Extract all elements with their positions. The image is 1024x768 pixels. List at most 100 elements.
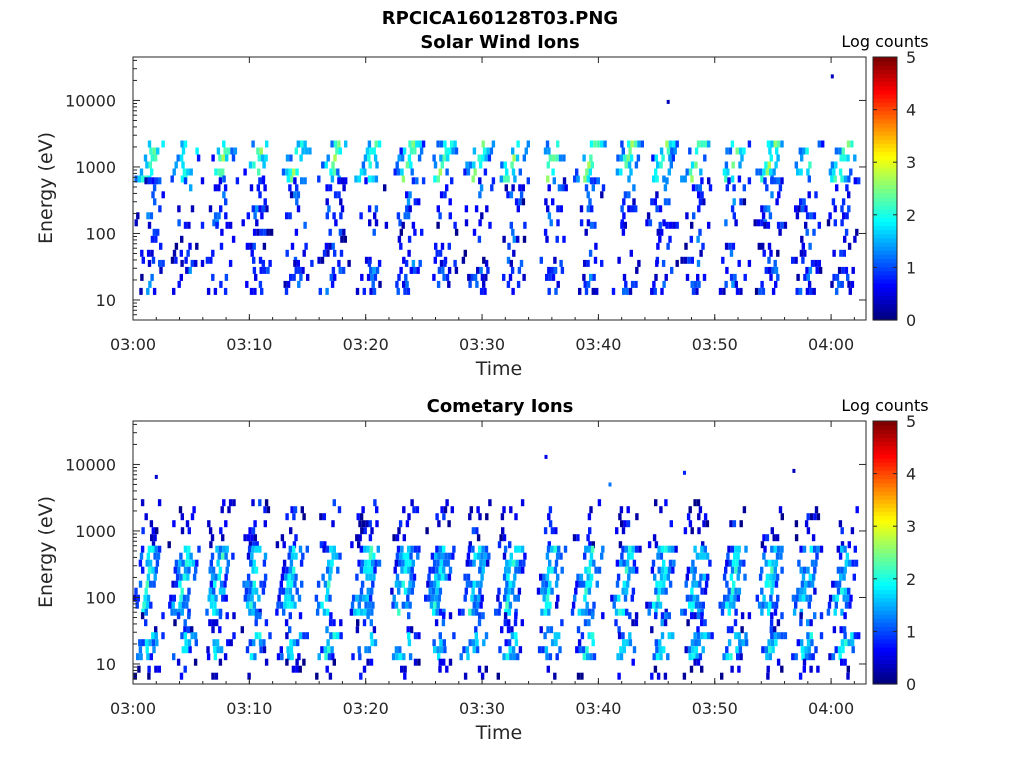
spectrogram-cell bbox=[522, 154, 526, 162]
spectrogram-cell bbox=[688, 147, 692, 155]
spectrogram-cell bbox=[427, 573, 431, 581]
spectrogram-cell bbox=[401, 580, 405, 588]
spectrogram-cell bbox=[658, 601, 663, 609]
colorbar-tick-label: 5 bbox=[906, 412, 916, 431]
spectrogram-cell bbox=[573, 175, 577, 183]
spectrogram-cell bbox=[329, 632, 333, 640]
spectrogram-cell bbox=[667, 632, 671, 640]
spectrogram-cell bbox=[463, 168, 467, 176]
spectrogram-cell bbox=[811, 534, 816, 542]
spectrogram-cell bbox=[432, 273, 436, 281]
spectrogram-cell bbox=[484, 545, 489, 553]
spectrogram-cell bbox=[436, 646, 440, 654]
spectrogram-cell bbox=[269, 228, 274, 236]
spectrogram-cell bbox=[814, 646, 818, 654]
spectrogram-cell bbox=[409, 626, 414, 634]
spectrogram-cell bbox=[411, 177, 416, 185]
spectrogram-cell bbox=[694, 646, 699, 654]
spectrogram-cell bbox=[391, 653, 396, 661]
spectrogram-cell bbox=[218, 566, 223, 574]
spectrogram-cell bbox=[780, 221, 784, 229]
spectrogram-cell bbox=[459, 653, 463, 661]
spectrogram-cell bbox=[655, 653, 660, 661]
spectrogram-cell bbox=[478, 191, 482, 199]
spectrogram-cell bbox=[506, 280, 511, 288]
spectrogram-cell bbox=[632, 184, 636, 192]
spectrogram-cell bbox=[583, 175, 587, 183]
spectrogram-cell bbox=[480, 672, 485, 680]
spectrogram-cell bbox=[700, 665, 704, 673]
spectrogram-cell bbox=[416, 552, 420, 560]
spectrogram-cell bbox=[189, 184, 193, 192]
spectrogram-cell bbox=[408, 191, 412, 199]
spectrogram-cell bbox=[603, 140, 607, 148]
spectrogram-cell bbox=[835, 287, 839, 295]
spectrogram-cell bbox=[596, 140, 600, 148]
spectrogram-cell bbox=[508, 646, 512, 654]
spectrogram-cell bbox=[211, 154, 215, 162]
spectrogram-cell bbox=[588, 168, 592, 176]
spectrogram-cell bbox=[847, 191, 851, 199]
spectrogram-cell bbox=[696, 140, 701, 148]
spectrogram-cell bbox=[208, 205, 213, 213]
spectrogram-cell bbox=[180, 608, 184, 616]
spectrogram-cell bbox=[504, 639, 508, 647]
spectrogram-cell bbox=[435, 587, 439, 595]
spectrogram-cell bbox=[770, 632, 774, 640]
spectrogram-cell bbox=[545, 273, 549, 281]
spectrogram-cell bbox=[595, 580, 599, 588]
spectrogram-cell bbox=[804, 221, 808, 229]
spectrogram-cell bbox=[698, 228, 702, 236]
spectrogram-cell bbox=[809, 619, 813, 627]
spectrogram-cell bbox=[576, 672, 581, 680]
spectrogram-cell bbox=[627, 573, 631, 581]
spectrogram-cell bbox=[438, 249, 443, 257]
spectrogram-cell bbox=[844, 266, 849, 274]
spectrogram-cell bbox=[153, 573, 157, 581]
spectrogram-cell bbox=[161, 140, 165, 148]
spectrogram-cell bbox=[799, 612, 803, 620]
spectrogram-cell bbox=[844, 601, 849, 609]
spectrogram-cell bbox=[543, 587, 547, 595]
spectrogram-cell bbox=[364, 256, 369, 264]
spectrogram-cell bbox=[576, 573, 580, 581]
spectrogram-cell bbox=[145, 601, 150, 609]
spectrogram-cell bbox=[806, 619, 810, 627]
spectrogram-cell bbox=[601, 612, 605, 620]
spectrogram-cell bbox=[724, 219, 728, 227]
spectrogram-cell bbox=[262, 266, 267, 274]
spectrogram-cell bbox=[329, 612, 333, 620]
spectrogram-cell bbox=[147, 140, 152, 148]
spectrogram-cell bbox=[730, 587, 735, 595]
spectrogram-cell bbox=[722, 168, 727, 176]
spectrogram-cell bbox=[587, 619, 591, 627]
spectrogram-cell bbox=[275, 541, 280, 549]
spectrogram-cell bbox=[325, 626, 329, 634]
spectrogram-cell bbox=[474, 632, 478, 640]
spectrogram-cell bbox=[697, 280, 701, 288]
spectrogram-cell bbox=[328, 573, 332, 581]
spectrogram-cell bbox=[443, 191, 447, 199]
spectrogram-cell bbox=[816, 665, 820, 673]
spectrogram-cell bbox=[549, 626, 554, 634]
spectrogram-cell bbox=[257, 594, 261, 602]
spectrogram-cell bbox=[623, 191, 628, 199]
spectrogram-cell bbox=[628, 147, 632, 155]
spectrogram-cell bbox=[615, 168, 620, 176]
spectrogram-cell bbox=[497, 587, 501, 595]
spectrogram-cell bbox=[838, 520, 843, 528]
spectrogram-cell bbox=[776, 594, 780, 602]
spectrogram-cell bbox=[771, 601, 775, 609]
y-tick-label: 100 bbox=[85, 588, 116, 607]
spectrogram-cell bbox=[552, 177, 556, 185]
spectrogram-cell bbox=[286, 601, 290, 609]
spectrogram-cell bbox=[794, 205, 798, 213]
spectrogram-cell bbox=[619, 168, 623, 176]
spectrogram-cell bbox=[159, 242, 163, 250]
spectrogram-cell bbox=[217, 168, 221, 176]
spectrogram-cell bbox=[366, 566, 370, 574]
spectrogram-cell bbox=[547, 147, 551, 155]
spectrogram-cell bbox=[755, 168, 759, 176]
spectrogram-cell bbox=[621, 545, 625, 553]
spectrogram-cell bbox=[813, 587, 817, 595]
